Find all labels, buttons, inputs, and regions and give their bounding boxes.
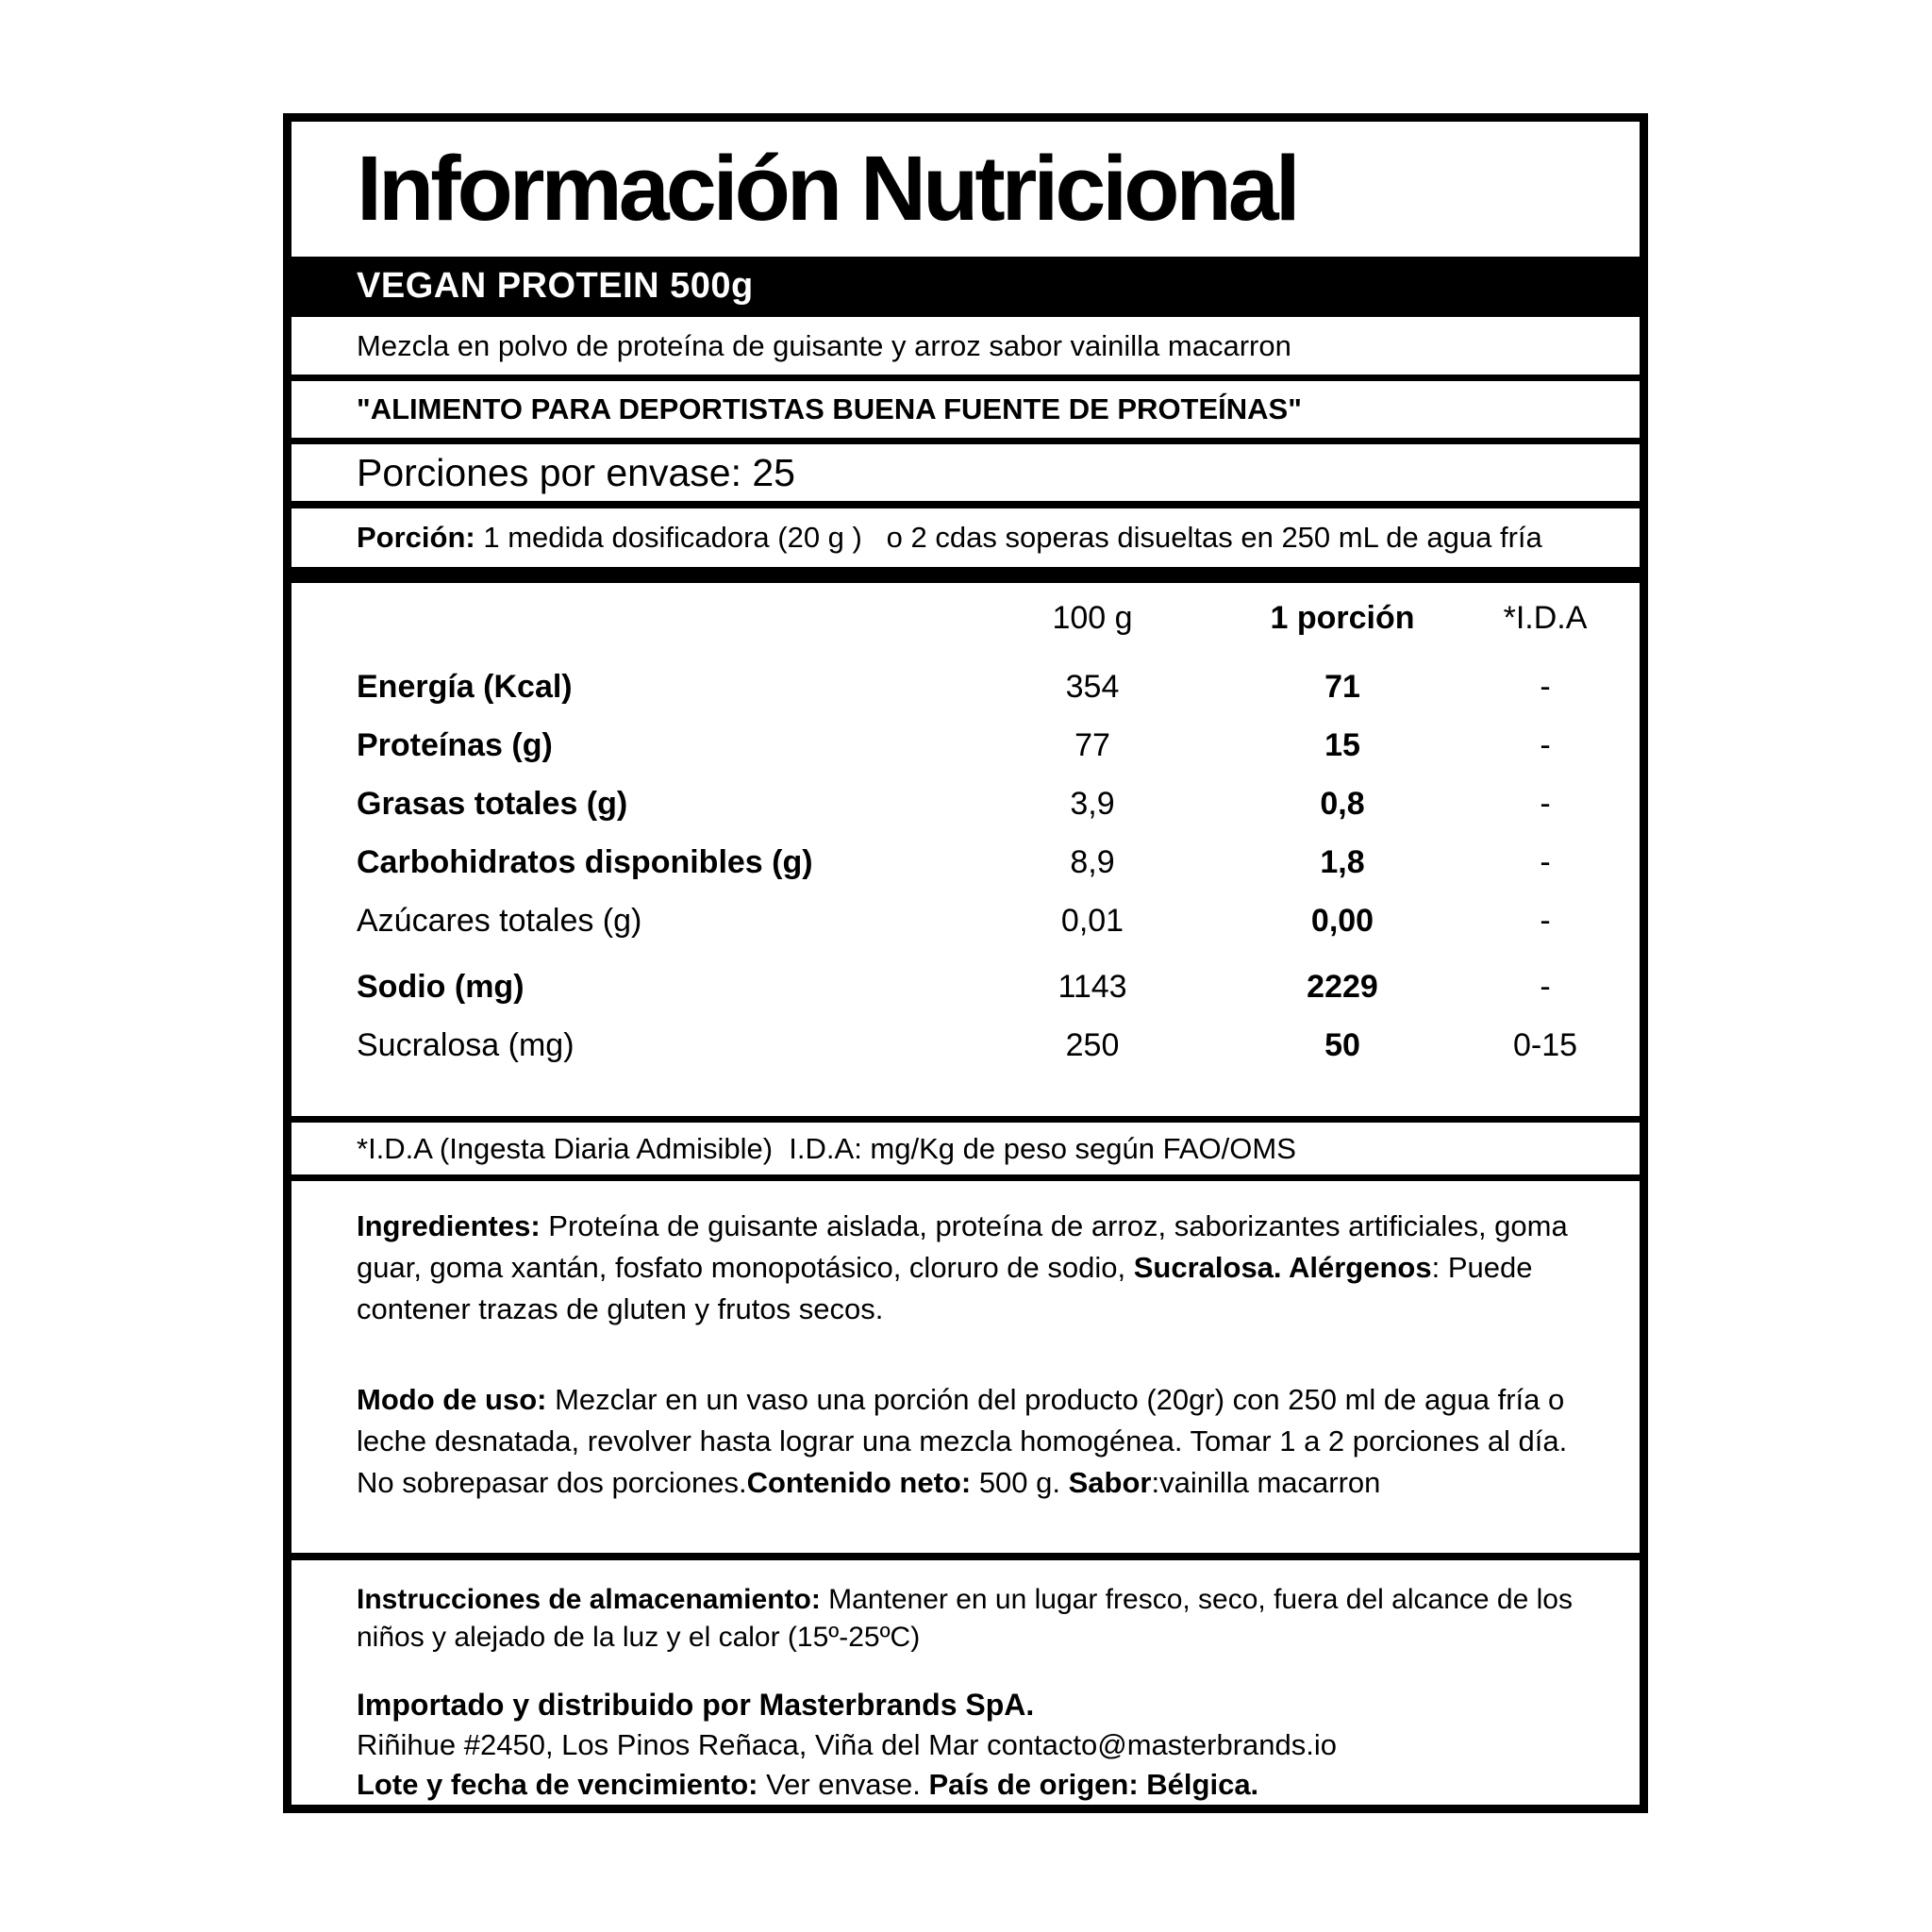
row-label: Grasas totales (g) — [357, 786, 628, 823]
usage-paragraph: Modo de uso: Mezclar en un vaso una porc… — [357, 1379, 1602, 1504]
value-ida: - — [1540, 786, 1551, 823]
value-per-100g: 354 — [1065, 669, 1120, 706]
value-per-100g: 250 — [1065, 1027, 1120, 1064]
value-ida: - — [1540, 903, 1551, 940]
value-per-portion: 71 — [1324, 669, 1360, 706]
product-bar: VEGAN PROTEIN 500g — [291, 256, 1640, 317]
flavor-label: Sabor — [1068, 1465, 1152, 1499]
flavor-value: :vainilla macarron — [1151, 1465, 1381, 1499]
value-per-portion: 2229 — [1307, 969, 1378, 1006]
value-per-portion: 0,8 — [1320, 786, 1365, 823]
table-header-row: 100 g 1 porción *I.D.A — [291, 596, 1640, 641]
claim-text: "ALIMENTO PARA DEPORTISTAS BUENA FUENTE … — [357, 392, 1302, 426]
value-ida: 0-15 — [1512, 1027, 1578, 1064]
value-ida: - — [1540, 969, 1551, 1006]
lot-origin-line: Lote y fecha de vencimiento: Ver envase.… — [357, 1765, 1602, 1805]
value-per-portion: 15 — [1324, 727, 1360, 764]
net-content-label: Contenido neto: — [746, 1465, 979, 1499]
ida-footnote-row: *I.D.A (Ingesta Diaria Admisible) I.D.A:… — [291, 1116, 1640, 1174]
storage-text: Mantener en un lugar fresco, seco, fuera… — [357, 1584, 1573, 1654]
claim-row: "ALIMENTO PARA DEPORTISTAS BUENA FUENTE … — [291, 375, 1640, 437]
importer-address: Riñihue #2450, Los Pinos Reñaca, Viña de… — [357, 1728, 1337, 1762]
servings-per-container: Porciones por envase: 25 — [357, 450, 795, 494]
serving-size-row: Porción: 1 medida dosificadora (20 g ) o… — [291, 501, 1640, 566]
ingredients-paragraph: Ingredientes: Proteína de guisante aisla… — [357, 1206, 1602, 1330]
row-label: Energía (Kcal) — [357, 669, 573, 706]
storage-paragraph: Instrucciones de almacenamiento: Mantene… — [357, 1581, 1602, 1657]
value-per-portion: 0,00 — [1310, 903, 1374, 940]
table-row-proteinas: Proteínas (g) 77 15 - — [291, 717, 1640, 775]
row-label: Sucralosa (mg) — [357, 1027, 575, 1064]
value-ida: - — [1540, 844, 1551, 881]
storage-label: Instrucciones de almacenamiento: — [357, 1584, 829, 1616]
storage-importer-section: Instrucciones de almacenamiento: Mantene… — [291, 1553, 1640, 1805]
table-row-carbohidratos: Carbohidratos disponibles (g) 8,9 1,8 - — [291, 834, 1640, 892]
row-label: Proteínas (g) — [357, 727, 553, 764]
table-row-grasas: Grasas totales (g) 3,9 0,8 - — [291, 775, 1640, 834]
product-description-row: Mezcla en polvo de proteína de guisante … — [291, 317, 1640, 375]
title-section: Información Nutricional — [291, 122, 1640, 257]
product-description: Mezcla en polvo de proteína de guisante … — [357, 328, 1291, 362]
ida-footnote: *I.D.A (Ingesta Diaria Admisible) I.D.A:… — [357, 1131, 1296, 1165]
value-ida: - — [1540, 669, 1551, 706]
value-per-100g: 77 — [1074, 727, 1110, 764]
serving-size: Porción: 1 medida dosificadora (20 g ) o… — [357, 521, 1542, 555]
serving-size-text: 1 medida dosificadora (20 g ) o 2 cdas s… — [475, 520, 1542, 554]
ingredients-usage-section: Ingredientes: Proteína de guisante aisla… — [291, 1174, 1640, 1553]
lot-label: Lote y fecha de vencimiento: — [357, 1768, 767, 1802]
ingredients-allergens-label: Sucralosa. Alérgenos — [1133, 1250, 1432, 1284]
table-row-energia: Energía (Kcal) 354 71 - — [291, 658, 1640, 717]
column-header-portion: 1 porción — [1270, 600, 1415, 637]
nutrition-label: Información Nutricional VEGAN PROTEIN 50… — [283, 113, 1648, 1813]
column-header-ida: *I.D.A — [1503, 600, 1588, 637]
value-per-portion: 1,8 — [1320, 844, 1365, 881]
ingredients-label: Ingredientes: — [357, 1208, 549, 1242]
usage-text: Mezclar en un vaso una porción del produ… — [357, 1382, 1568, 1499]
value-per-100g: 3,9 — [1070, 786, 1115, 823]
importer-block: Importado y distribuido por Masterbrands… — [357, 1685, 1602, 1805]
row-label: Sodio (mg) — [357, 969, 525, 1006]
ingredients-text: Proteína de guisante aislada, proteína d… — [357, 1208, 1568, 1284]
net-content-value: 500 g. — [978, 1465, 1069, 1499]
column-header-100g: 100 g — [1052, 600, 1133, 637]
servings-row: Porciones por envase: 25 — [291, 437, 1640, 501]
value-per-100g: 8,9 — [1070, 844, 1115, 881]
table-row-sucralosa: Sucralosa (mg) 250 50 0-15 — [291, 1017, 1640, 1075]
product-name: VEGAN PROTEIN 500g — [357, 266, 754, 307]
nutrition-table: 100 g 1 porción *I.D.A Energía (Kcal) 35… — [291, 566, 1640, 1117]
value-per-100g: 0,01 — [1060, 903, 1124, 940]
importer-name: Importado y distribuido por Masterbrands… — [357, 1688, 1035, 1723]
row-label: Azúcares totales (g) — [357, 903, 642, 940]
value-ida: - — [1540, 727, 1551, 764]
page-title: Información Nutricional — [357, 137, 1301, 241]
ingredients-allergens-text: : Puede contener trazas de gluten y frut… — [357, 1250, 1533, 1325]
value-per-100g: 1143 — [1058, 969, 1127, 1006]
usage-label: Modo de uso: — [357, 1382, 556, 1416]
row-label: Carbohidratos disponibles (g) — [357, 844, 813, 881]
origin-label: País de origen: Bélgica. — [928, 1768, 1259, 1802]
serving-size-label: Porción: — [357, 520, 475, 554]
value-per-portion: 50 — [1324, 1027, 1360, 1064]
lot-value: Ver envase. — [766, 1768, 929, 1802]
table-row-azucares: Azúcares totales (g) 0,01 0,00 - — [291, 892, 1640, 951]
table-row-sodio: Sodio (mg) 1143 2229 - — [291, 958, 1640, 1017]
